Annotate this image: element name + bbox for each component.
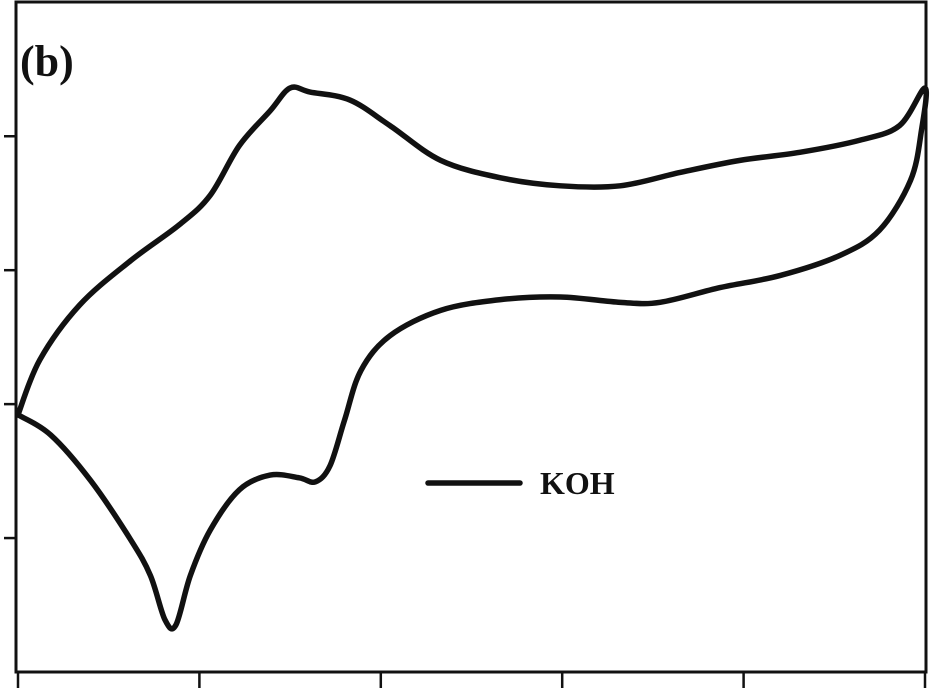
data-line: [15, 84, 930, 632]
plot-frame: [14, 0, 928, 674]
legend-label: KOH: [540, 465, 615, 501]
panel-label: (b): [20, 37, 74, 86]
